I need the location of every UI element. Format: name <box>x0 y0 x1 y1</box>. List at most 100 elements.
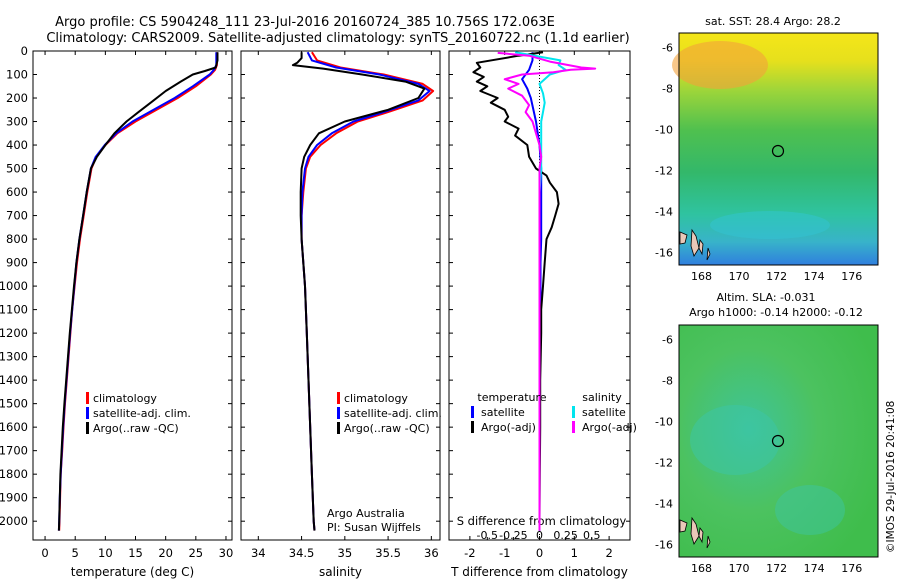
difference-series-salinity-argo-adj- <box>497 51 597 531</box>
sst_map-xtick-label: 174 <box>804 270 825 283</box>
salinity-legend-swatch <box>337 407 340 419</box>
depth-tick-label: 1600 <box>0 420 28 434</box>
salinity-legend-label: Argo(..raw -QC) <box>344 422 430 435</box>
depth-tick-label: 1400 <box>0 373 28 387</box>
sla_map-ytick-label: -12 <box>655 457 673 470</box>
salinity-legend-label: satellite-adj. clim. <box>344 407 442 420</box>
credit-line1: Argo Australia <box>327 507 405 520</box>
temperature-legend-swatch <box>86 407 89 419</box>
difference-series-temperature-argo-adj- <box>472 51 560 531</box>
depth-tick-label: 1000 <box>0 279 28 293</box>
sst-map-frame <box>678 32 879 266</box>
sst_map-ytick-label: -14 <box>655 206 673 219</box>
temperature-xtick-label: 20 <box>158 546 173 560</box>
salinity-legend-label: climatology <box>344 392 408 405</box>
sla-anomaly-patch <box>690 405 780 475</box>
figure-title-line1: Argo profile: CS 5904248_111 23-Jul-2016… <box>55 15 555 30</box>
temperature-panel-frame <box>32 50 233 541</box>
temperature-legend-label: Argo(..raw -QC) <box>93 422 179 435</box>
sst_map-xtick-label: 172 <box>766 270 787 283</box>
depth-tick-label: 900 <box>6 256 28 270</box>
sla_map-xtick-label: 168 <box>691 562 712 575</box>
sst_map-xtick-label: 176 <box>841 270 862 283</box>
sst_map-ytick-label: -10 <box>655 123 673 136</box>
sla_map-xtick-label: 172 <box>766 562 787 575</box>
depth-tick-label: 700 <box>6 209 28 223</box>
temperature-xtick-label: 10 <box>98 546 113 560</box>
salinity-legend-swatch <box>337 422 340 434</box>
temperature-series-argo-raw-qc- <box>57 52 219 531</box>
sst_map-ytick-label: -6 <box>662 41 673 54</box>
temperature-xtick-label: 5 <box>72 546 79 560</box>
salinity-series-argo-raw-qc- <box>291 52 426 531</box>
depth-tick-label: 1900 <box>0 491 28 505</box>
difference-xtick-label: -2 <box>464 546 475 560</box>
salinity-legend-swatch <box>337 392 340 404</box>
sla_map-xtick-label: 170 <box>729 562 750 575</box>
depth-tick-label: 2000 <box>0 514 28 528</box>
depth-tick-label: 400 <box>6 138 28 152</box>
salinity-xtick-label: 34.5 <box>289 546 315 560</box>
salinity-xtick-label: 35 <box>338 546 353 560</box>
temperature-xtick-label: 15 <box>128 546 143 560</box>
depth-tick-label: 1100 <box>0 303 28 317</box>
difference-legend-swatch <box>471 421 474 433</box>
sst_map-ytick-label: -12 <box>655 165 673 178</box>
difference-legend-header: salinity <box>582 391 622 404</box>
sla_map-xtick-label: 176 <box>841 562 862 575</box>
depth-tick-label: 1500 <box>0 397 28 411</box>
depth-tick-label: 200 <box>6 91 28 105</box>
sla_map-ytick-label: -16 <box>655 539 673 552</box>
depth-tick-label: 800 <box>6 232 28 246</box>
sst-warm-pool <box>672 41 768 89</box>
difference-xtick-label: -1 <box>499 546 510 560</box>
difference-legend-header: temperature <box>477 391 546 404</box>
difference-stick-label: -0.25 <box>499 529 527 542</box>
difference-stick-label: -0.5 <box>477 529 498 542</box>
depth-tick-label: 300 <box>6 115 28 129</box>
sst_map-ytick-label: -8 <box>662 82 673 95</box>
credit-line2: PI: Susan Wijffels <box>327 521 421 534</box>
difference-legend-swatch <box>471 406 474 418</box>
difference-xtick-label: 1 <box>571 546 578 560</box>
sla_map-ytick-label: -6 <box>662 333 673 346</box>
temperature-legend-label: satellite-adj. clim. <box>93 407 191 420</box>
depth-tick-label: 1700 <box>0 444 28 458</box>
sst-map-title: sat. SST: 28.4 Argo: 28.2 <box>705 15 841 28</box>
difference-xtick-label: 2 <box>605 546 612 560</box>
sla-map-frame <box>678 324 879 558</box>
depth-tick-label: 100 <box>6 68 28 82</box>
difference-stick-label: 0 <box>536 529 543 542</box>
depth-tick-label: 0 <box>21 44 28 58</box>
difference-legend-label: Argo(-adj) <box>582 421 637 434</box>
sla_map-ytick-label: -8 <box>662 374 673 387</box>
difference-top-xlabel: S difference from climatology <box>457 514 627 528</box>
difference-legend-label: Argo(-adj) <box>481 421 536 434</box>
sla-anomaly-patch-2 <box>775 485 845 535</box>
difference-legend-label: satellite <box>582 406 626 419</box>
difference-legend-swatch <box>572 421 575 433</box>
sla-map-title: Altim. SLA: -0.031 <box>716 291 815 304</box>
sla-coastline <box>679 516 711 549</box>
temperature-legend-label: climatology <box>93 392 157 405</box>
figure-title-line2: Climatology: CARS2009. Satellite-adjuste… <box>46 31 629 46</box>
sst-coastline <box>679 228 711 261</box>
salinity-panel-frame <box>240 50 441 541</box>
difference-stick-label: 0.25 <box>553 529 578 542</box>
sla_map-xtick-label: 174 <box>804 562 825 575</box>
watermark: ©IMOS 29-Jul-2016 20:41:08 <box>885 401 897 553</box>
difference-xlabel: T difference from climatology <box>450 565 628 579</box>
salinity-xtick-label: 35.5 <box>375 546 401 560</box>
depth-tick-label: 1300 <box>0 350 28 364</box>
sla-argo-marker <box>771 434 785 448</box>
difference-stick-label: 0.5 <box>583 529 601 542</box>
depth-tick-label: 1800 <box>0 467 28 481</box>
difference-legend-swatch <box>572 406 575 418</box>
sla_map-ytick-label: -10 <box>655 415 673 428</box>
sst_map-xtick-label: 170 <box>729 270 750 283</box>
salinity-xtick-label: 34 <box>251 546 266 560</box>
temperature-legend-swatch <box>86 422 89 434</box>
sla-map-title-2: Argo h1000: -0.14 h2000: -0.12 <box>689 306 863 319</box>
temperature-legend-swatch <box>86 392 89 404</box>
